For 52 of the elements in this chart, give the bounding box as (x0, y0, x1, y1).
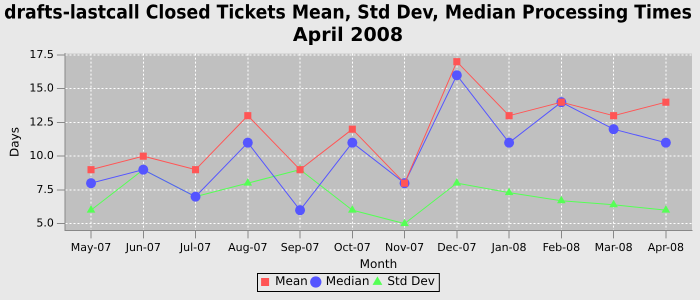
y-axis-title: Days (7, 127, 22, 157)
point (453, 58, 460, 66)
point (504, 188, 514, 196)
x-tick-label: Oct-07 (334, 240, 371, 254)
point (348, 126, 356, 133)
y-tick-label: 7.5 (36, 182, 54, 196)
point (86, 178, 96, 188)
y-tick-label: 17.5 (29, 48, 54, 61)
chart-title: drafts-lastcall Closed Tickets Mean, Std Dev, Median Processing Times April 2008 (4, 2, 692, 46)
point (295, 205, 306, 216)
x-tick-label: Jun-07 (124, 240, 161, 254)
y-tick-label: 15.0 (29, 82, 54, 95)
x-axis-title: Month (360, 256, 398, 271)
point (400, 218, 409, 226)
x-tick-label: Sep-07 (280, 240, 320, 254)
x-tick-label: Feb-08 (542, 240, 580, 254)
y-tick-label: 10.0 (29, 149, 54, 162)
x-tick-label: Nov-07 (385, 240, 424, 254)
legend-label: Mean (275, 274, 308, 288)
x-tick-label: Mar-08 (594, 240, 633, 254)
point (557, 196, 566, 204)
legend-label: Median (326, 274, 370, 288)
point (662, 98, 670, 106)
point (242, 138, 253, 148)
point (87, 166, 95, 174)
point (243, 178, 252, 186)
point (347, 138, 358, 148)
point (608, 124, 619, 134)
point (86, 205, 96, 213)
x-tick-label: Dec-07 (437, 240, 476, 254)
x-tick-label: Aug-07 (228, 240, 268, 254)
point (244, 112, 252, 120)
y-tick-label: 5.0 (36, 216, 54, 230)
point (348, 205, 357, 213)
point (452, 70, 462, 80)
point (192, 166, 200, 174)
x-tick-label: Jan-08 (490, 240, 527, 254)
point (504, 138, 514, 148)
point (190, 192, 201, 202)
y-tick-label: 12.5 (29, 115, 54, 128)
x-tick-label: Apr-08 (648, 240, 684, 254)
point (140, 152, 147, 160)
x-tick-label: Jul-07 (178, 240, 212, 254)
x-tick-label: May-07 (70, 240, 112, 254)
point (506, 112, 513, 120)
point (609, 200, 618, 208)
point (660, 138, 671, 148)
point (452, 178, 462, 186)
legend-label: Std Dev (387, 274, 435, 288)
point (138, 164, 148, 175)
point (610, 112, 618, 120)
point (662, 205, 670, 213)
